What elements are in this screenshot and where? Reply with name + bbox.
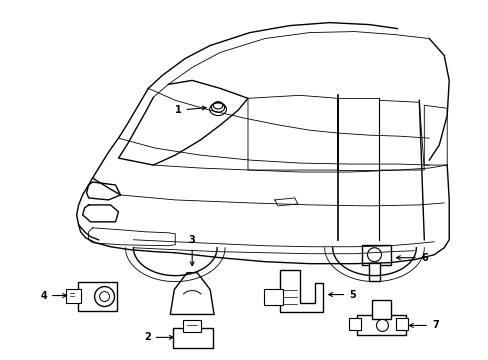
FancyBboxPatch shape (368, 263, 380, 280)
Text: 4: 4 (41, 291, 66, 301)
FancyBboxPatch shape (78, 282, 117, 311)
Text: 6: 6 (396, 253, 427, 263)
FancyBboxPatch shape (348, 319, 360, 330)
FancyBboxPatch shape (371, 300, 390, 319)
Text: 1: 1 (175, 105, 206, 115)
Circle shape (376, 319, 387, 332)
FancyBboxPatch shape (361, 245, 390, 265)
Text: 3: 3 (188, 235, 195, 266)
Circle shape (94, 287, 114, 306)
FancyBboxPatch shape (65, 289, 81, 302)
Polygon shape (170, 273, 214, 315)
FancyBboxPatch shape (356, 315, 406, 336)
FancyBboxPatch shape (173, 328, 213, 348)
Text: 2: 2 (143, 332, 173, 342)
FancyBboxPatch shape (264, 289, 282, 305)
Text: 5: 5 (328, 289, 355, 300)
Circle shape (367, 248, 381, 262)
FancyBboxPatch shape (396, 319, 407, 330)
Circle shape (100, 292, 109, 302)
Text: 7: 7 (408, 320, 438, 330)
FancyBboxPatch shape (183, 320, 201, 332)
Polygon shape (279, 270, 322, 312)
